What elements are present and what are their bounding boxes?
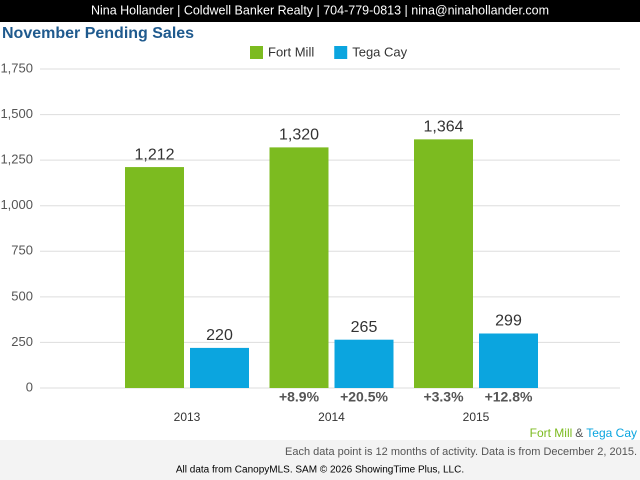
header-bar: [0, 0, 640, 22]
header-text: Nina Hollander | Coldwell Banker Realty …: [91, 3, 549, 17]
legend-swatch: [334, 46, 348, 59]
footer-areas: Fort Mill & Tega Cay: [530, 426, 637, 440]
value-label: 220: [206, 327, 233, 344]
footer-separator: &: [575, 426, 583, 440]
footer-note: Each data point is 12 months of activity…: [285, 446, 637, 458]
value-label: 265: [351, 319, 378, 336]
change-label: +20.5%: [340, 389, 388, 405]
x-tick-label: 2015: [463, 410, 490, 424]
footer-credit: All data from CanopyMLS. SAM © 2026 Show…: [176, 465, 464, 476]
y-tick-label: 250: [11, 334, 33, 349]
y-tick-label: 500: [11, 288, 33, 303]
legend-swatch: [250, 46, 263, 59]
legend-label: Fort Mill: [268, 44, 314, 59]
change-label: +3.3%: [423, 389, 464, 405]
y-tick-label: 750: [11, 243, 33, 258]
value-label: 299: [495, 313, 522, 330]
bar: [190, 347, 249, 388]
x-tick-label: 2014: [318, 410, 345, 424]
change-label: +8.9%: [279, 389, 320, 405]
bar: [414, 139, 473, 388]
value-label: 1,212: [134, 146, 174, 163]
y-tick-label: 1,750: [0, 60, 33, 75]
footer-area: Tega Cay: [586, 426, 637, 440]
x-tick-label: 2013: [174, 410, 201, 424]
y-tick-label: 1,250: [0, 152, 33, 167]
bar: [479, 333, 538, 388]
y-tick-label: 0: [26, 379, 33, 394]
value-label: 1,320: [279, 127, 319, 144]
value-label: 1,364: [423, 119, 463, 136]
legend-label: Tega Cay: [352, 44, 407, 59]
bar: [125, 167, 184, 388]
chart-title: November Pending Sales: [2, 25, 194, 42]
change-label: +12.8%: [485, 389, 533, 405]
y-tick-label: 1,000: [0, 197, 33, 212]
bar: [334, 339, 394, 388]
bar: [269, 147, 329, 388]
footer-band: [0, 440, 640, 480]
y-tick-label: 1,500: [0, 106, 33, 121]
footer-area: Fort Mill: [530, 426, 573, 440]
